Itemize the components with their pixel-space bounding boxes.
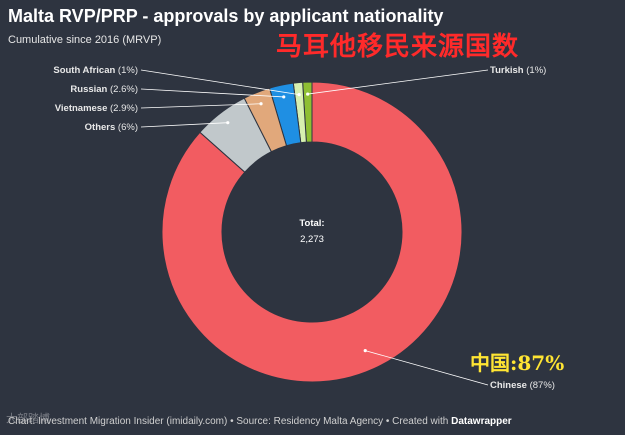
footer-source: Chart: Investment Migration Insider (imi… (8, 416, 452, 427)
leader-dot-chinese (363, 348, 367, 353)
slice-label-vietnamese: Vietnamese (2.9%) (55, 103, 138, 114)
leader-line-others (140, 122, 228, 128)
center-total-value: 2,273 (300, 234, 324, 245)
center-total-label: Total: (299, 218, 324, 229)
leader-dot-south (297, 93, 301, 97)
slice-label-chinese: Chinese (87%) (490, 380, 555, 391)
footer-brand: Datawrapper (451, 416, 512, 427)
leader-line-south (140, 69, 300, 96)
slice-label-others: Others (6%) (85, 122, 138, 133)
watermark-text: 大部踏博 (6, 413, 50, 425)
leader-line-russian (140, 88, 284, 98)
leader-dot-turkish (306, 92, 310, 96)
chart-subtitle: Cumulative since 2016 (MRVP) (8, 34, 162, 46)
leader-line-turkish (307, 69, 489, 95)
leader-line-vietnamese (140, 103, 262, 109)
leader-dot-others (226, 121, 230, 125)
chart-title: Malta RVP/PRP - approvals by applicant n… (8, 6, 444, 26)
chinese-percent-overlay: 中国:87% (470, 351, 565, 375)
slice-label-russian: Russian (2.6%) (70, 84, 138, 95)
leader-dot-russian (282, 95, 286, 99)
chinese-overlay-title: 马耳他移民来源国数 (276, 32, 520, 62)
source-footer: Chart: Investment Migration Insider (imi… (8, 416, 512, 427)
slice-russian (268, 82, 302, 147)
slice-others (199, 97, 273, 173)
slice-label-turkish: Turkish (1%) (490, 65, 546, 76)
slice-label-south: South African (1%) (53, 65, 138, 76)
slice-chinese (161, 81, 463, 383)
leader-dot-vietnamese (259, 102, 263, 106)
leader-line-chinese (365, 350, 489, 386)
